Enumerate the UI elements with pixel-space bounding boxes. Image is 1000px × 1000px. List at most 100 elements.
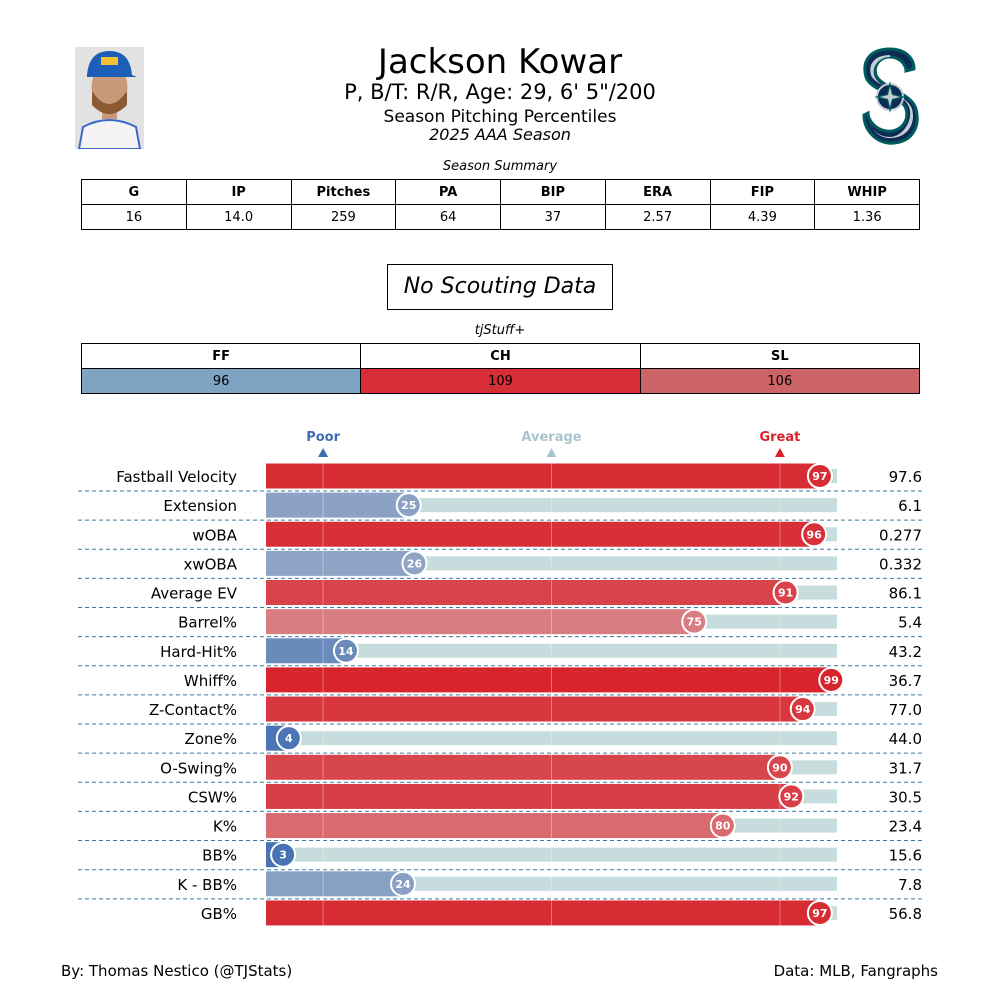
scale-label-average: Average — [521, 430, 581, 445]
summary-value-bip: 37 — [500, 204, 606, 230]
percentile-circle — [772, 579, 799, 606]
scale-label-poor: Poor — [306, 430, 340, 445]
percentile-bar — [266, 900, 820, 926]
metric-label: Fastball Velocity — [116, 468, 237, 486]
percentile-label: 25 — [401, 499, 416, 512]
metric-value: 31.7 — [889, 759, 922, 777]
summary-header-whip: WHIP — [814, 179, 920, 205]
tjstuff-header-row: FF CH SL — [80, 343, 921, 369]
footer-credit: By: Thomas Nestico (@TJStats) — [61, 962, 293, 980]
season-summary-table: G IP Pitches PA BIP ERA FIP WHIP 16 14.0… — [81, 179, 920, 230]
metric-value: 36.7 — [889, 672, 922, 690]
metric-value: 0.332 — [879, 555, 922, 573]
percentile-bar — [266, 871, 404, 897]
summary-value-g: 16 — [81, 204, 187, 230]
player-bio: P, B/T: R/R, Age: 29, 6' 5"/200 — [344, 80, 656, 104]
percentile-circle — [818, 666, 845, 693]
summary-header-era: ERA — [604, 179, 711, 205]
summary-value-ip: 14.0 — [185, 204, 292, 230]
player-name: Jackson Kowar — [377, 42, 623, 82]
percentile-bar — [266, 813, 723, 839]
percentile-circle — [789, 696, 816, 723]
percentile-label: 75 — [687, 616, 702, 629]
tjstuff-title: tjStuff+ — [474, 323, 526, 338]
percentile-bar — [266, 667, 832, 693]
metric-label: Barrel% — [178, 614, 237, 632]
metric-value: 56.8 — [889, 905, 922, 923]
summary-header-row: G IP Pitches PA BIP ERA FIP WHIP — [81, 179, 920, 205]
summary-title: Season Summary — [442, 159, 558, 174]
percentile-label: 3 — [279, 849, 287, 862]
summary-header-fip: FIP — [709, 179, 816, 205]
percentile-label: 97 — [812, 470, 827, 483]
metric-label: xwOBA — [183, 555, 237, 573]
percentile-circle — [778, 783, 805, 810]
percentile-circle — [709, 812, 736, 839]
percentile-label: 26 — [407, 557, 423, 570]
summary-value-row: 16 14.0 259 64 37 2.57 4.39 1.36 — [81, 204, 920, 230]
metric-value: 0.277 — [879, 526, 922, 544]
percentile-label: 80 — [715, 820, 731, 833]
metric-value: 97.6 — [889, 468, 922, 486]
percentile-circle — [806, 463, 833, 489]
percentile-bar — [266, 754, 780, 780]
metric-label: Hard-Hit% — [160, 643, 237, 661]
metric-label: Average EV — [151, 585, 238, 603]
footer-source: Data: MLB, Fangraphs — [773, 962, 938, 980]
metric-value: 7.8 — [898, 876, 922, 894]
percentile-bar — [266, 696, 803, 722]
percentile-circle — [681, 608, 708, 635]
summary-value-fip: 4.39 — [709, 204, 816, 230]
tjstuff-value-row: 96 109 106 — [80, 368, 921, 394]
metric-value: 15.6 — [889, 847, 922, 865]
percentile-label: 96 — [807, 528, 823, 541]
percentile-bar — [266, 463, 820, 489]
background-bar — [266, 847, 837, 862]
metric-label: wOBA — [192, 526, 237, 544]
percentile-label: 14 — [338, 645, 354, 658]
metric-label: Zone% — [185, 730, 237, 748]
metric-label: Whiff% — [184, 672, 237, 690]
metric-value: 23.4 — [889, 818, 922, 836]
metric-label: Extension — [163, 497, 237, 515]
tjstuff-table: FF CH SL 96 109 106 — [80, 343, 921, 394]
metric-label: K% — [213, 818, 237, 836]
tjstuff-value-ch: 109 — [360, 368, 641, 394]
metric-label: K - BB% — [177, 876, 237, 894]
metric-value: 77.0 — [889, 701, 922, 719]
metric-value: 44.0 — [889, 730, 922, 748]
percentile-label: 90 — [772, 761, 788, 774]
summary-header-bip: BIP — [500, 179, 606, 205]
percentile-circle — [401, 550, 428, 577]
summary-header-ip: IP — [185, 179, 292, 205]
tjstuff-value-ff: 96 — [80, 368, 362, 394]
percentile-bar — [266, 521, 815, 547]
summary-value-whip: 1.36 — [814, 204, 920, 230]
percentile-circle — [275, 725, 302, 752]
percentile-label: 91 — [778, 587, 793, 600]
scale-label-great: Great — [759, 430, 800, 445]
summary-value-pitches: 259 — [290, 204, 397, 230]
percentile-label: 94 — [795, 703, 811, 716]
metric-value: 5.4 — [898, 614, 922, 632]
scale-marker-great — [774, 448, 785, 457]
percentile-bar — [266, 580, 786, 606]
percentile-bar — [266, 638, 346, 664]
tjstuff-value-sl: 106 — [639, 368, 921, 394]
metric-label: O-Swing% — [160, 759, 237, 777]
percentile-label: 4 — [285, 732, 293, 745]
percentile-bar — [266, 492, 409, 518]
percentile-circle — [390, 870, 417, 897]
percentile-label: 97 — [812, 907, 827, 920]
percentile-bar — [266, 783, 792, 809]
background-bar — [266, 731, 837, 746]
percentile-circle — [270, 841, 297, 868]
scale-marker-poor — [318, 448, 329, 457]
scale-marker-average — [546, 448, 557, 457]
no-scouting-data-box: No Scouting Data — [387, 264, 613, 310]
summary-header-pitches: Pitches — [290, 179, 397, 205]
metric-value: 86.1 — [889, 585, 922, 603]
summary-header-pa: PA — [395, 179, 501, 205]
metric-value: 30.5 — [889, 788, 922, 806]
